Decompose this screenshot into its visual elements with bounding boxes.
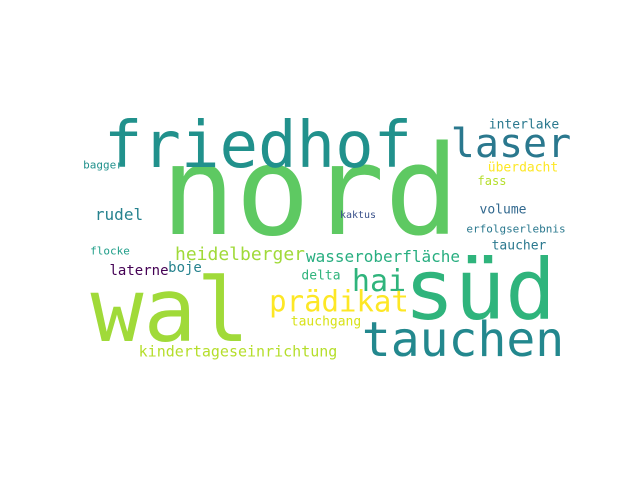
word-cloud: nord friedhof wal süd laser tauchen hai … [80, 109, 571, 372]
word-hai: hai [351, 264, 407, 299]
word-heidelberger: heidelberger [174, 244, 306, 265]
word-interlake: interlake [488, 117, 560, 133]
word-uberdacht: überdacht [487, 160, 559, 176]
word-taucher: taucher [491, 238, 547, 254]
word-tauchen: tauchen [361, 312, 565, 368]
word-pradikat: prädikat [269, 284, 409, 319]
word-tauchgang: tauchgang [290, 314, 362, 330]
word-kaktus: kaktus [339, 210, 377, 221]
word-delta: delta [301, 268, 341, 284]
word-laterne: laterne [109, 263, 169, 279]
word-laser: laser [450, 121, 572, 167]
word-wasseroberflache: wasseroberfläche [305, 247, 461, 266]
word-rudel: rudel [94, 205, 144, 224]
word-flocke: flocke [90, 244, 130, 258]
word-kindertageseinrichtung: kindertageseinrichtung [138, 342, 338, 361]
word-erfolgserlebnis: erfolgserlebnis [466, 222, 566, 236]
word-fass: fass [477, 174, 507, 188]
word-boje: boje [168, 260, 202, 276]
word-friedhof: friedhof [103, 109, 413, 183]
word-bagger: bagger [83, 158, 123, 172]
word-nord: nord [160, 120, 460, 264]
word-sud: süd [404, 241, 556, 339]
word-volume: volume [479, 202, 527, 218]
word-wal: wal [90, 259, 250, 362]
